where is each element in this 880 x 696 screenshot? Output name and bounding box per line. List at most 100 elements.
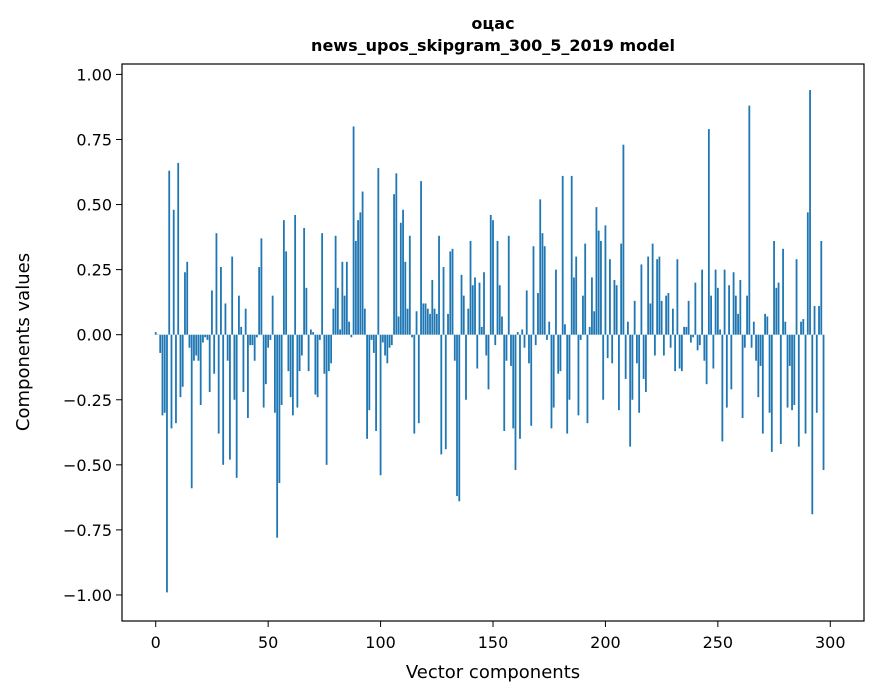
bar-276 — [775, 287, 778, 335]
bar-182 — [564, 324, 566, 335]
bar-44 — [253, 334, 256, 361]
bar-91 — [359, 212, 362, 335]
bar-80 — [334, 235, 337, 335]
bar-65 — [300, 334, 303, 356]
bar-248 — [712, 334, 715, 369]
bar-154 — [501, 316, 503, 335]
bar-67 — [305, 287, 308, 335]
bar-18 — [195, 334, 198, 356]
bar-208 — [622, 144, 625, 335]
bar-30 — [222, 334, 225, 465]
bar-15 — [188, 334, 191, 348]
bar-293 — [813, 306, 816, 335]
bar-29 — [220, 267, 222, 335]
bar-241 — [696, 334, 699, 351]
bar-149 — [489, 214, 492, 335]
bar-53 — [274, 334, 276, 413]
bar-6 — [168, 170, 171, 335]
bar-66 — [303, 227, 306, 335]
bar-173 — [543, 246, 546, 335]
bar-56 — [280, 334, 283, 405]
bar-150 — [492, 220, 494, 335]
bar-273 — [768, 334, 771, 413]
bar-176 — [550, 334, 553, 429]
bar-228 — [667, 293, 670, 335]
bar-279 — [782, 248, 784, 335]
bar-108 — [397, 316, 400, 335]
bar-230 — [671, 308, 674, 335]
bar-240 — [694, 282, 697, 335]
bar-166 — [528, 334, 530, 364]
bar-14 — [186, 261, 189, 335]
bar-153 — [498, 285, 501, 335]
bar-195 — [593, 311, 596, 335]
bar-71 — [314, 334, 317, 395]
bar-271 — [764, 313, 766, 335]
bar-152 — [496, 240, 499, 335]
bar-215 — [638, 334, 641, 413]
bar-0 — [154, 332, 157, 335]
bar-48 — [262, 334, 265, 408]
bar-61 — [291, 334, 294, 416]
bar-98 — [375, 334, 377, 431]
bar-222 — [653, 334, 656, 356]
bar-192 — [586, 334, 589, 424]
bar-277 — [777, 282, 780, 335]
x-tick-label: 150 — [478, 633, 509, 652]
bar-220 — [649, 303, 652, 335]
bar-264 — [748, 105, 751, 335]
bar-202 — [609, 259, 611, 335]
y-tick-label: −0.50 — [63, 456, 112, 475]
bar-235 — [683, 326, 686, 335]
bar-237 — [687, 300, 690, 335]
bar-275 — [773, 240, 775, 335]
bar-129 — [444, 334, 447, 450]
bar-60 — [289, 334, 292, 398]
bar-36 — [235, 334, 238, 478]
bar-196 — [595, 207, 598, 335]
bar-194 — [591, 277, 593, 335]
bar-251 — [719, 329, 721, 335]
bar-197 — [597, 230, 600, 335]
x-tick-label: 0 — [151, 633, 161, 652]
bar-37 — [238, 295, 240, 335]
bar-260 — [739, 280, 742, 335]
bar-167 — [530, 334, 533, 426]
bar-132 — [451, 248, 454, 335]
bar-284 — [793, 334, 796, 405]
bar-130 — [447, 313, 449, 335]
x-tick-label: 200 — [590, 633, 621, 652]
bar-68 — [307, 334, 310, 372]
chart-subtitle: news_upos_skipgram_300_5_2019 model — [311, 36, 675, 55]
bar-72 — [316, 334, 319, 398]
bar-214 — [636, 334, 638, 364]
bar-88 — [352, 126, 355, 335]
bar-8 — [172, 209, 175, 335]
bar-128 — [442, 267, 445, 335]
bar-177 — [552, 334, 555, 408]
bar-281 — [786, 334, 789, 408]
bar-170 — [537, 293, 539, 335]
bar-39 — [242, 334, 245, 392]
bar-225 — [660, 300, 663, 335]
bar-75 — [323, 334, 326, 374]
bar-84 — [343, 295, 346, 335]
bar-110 — [402, 209, 404, 335]
bar-94 — [366, 334, 368, 439]
bar-244 — [703, 334, 706, 361]
bar-258 — [734, 295, 737, 335]
bar-13 — [184, 272, 186, 335]
bar-26 — [213, 334, 216, 374]
bar-147 — [485, 334, 488, 356]
bar-20 — [199, 334, 202, 405]
bar-96 — [370, 334, 373, 340]
y-tick-label: 1.00 — [76, 65, 112, 84]
bar-139 — [467, 308, 470, 335]
bar-265 — [750, 334, 753, 348]
bar-181 — [561, 175, 564, 335]
bar-178 — [555, 269, 557, 335]
bar-43 — [251, 334, 254, 346]
bar-272 — [766, 316, 769, 335]
bar-82 — [339, 329, 341, 335]
bar-223 — [656, 259, 659, 335]
